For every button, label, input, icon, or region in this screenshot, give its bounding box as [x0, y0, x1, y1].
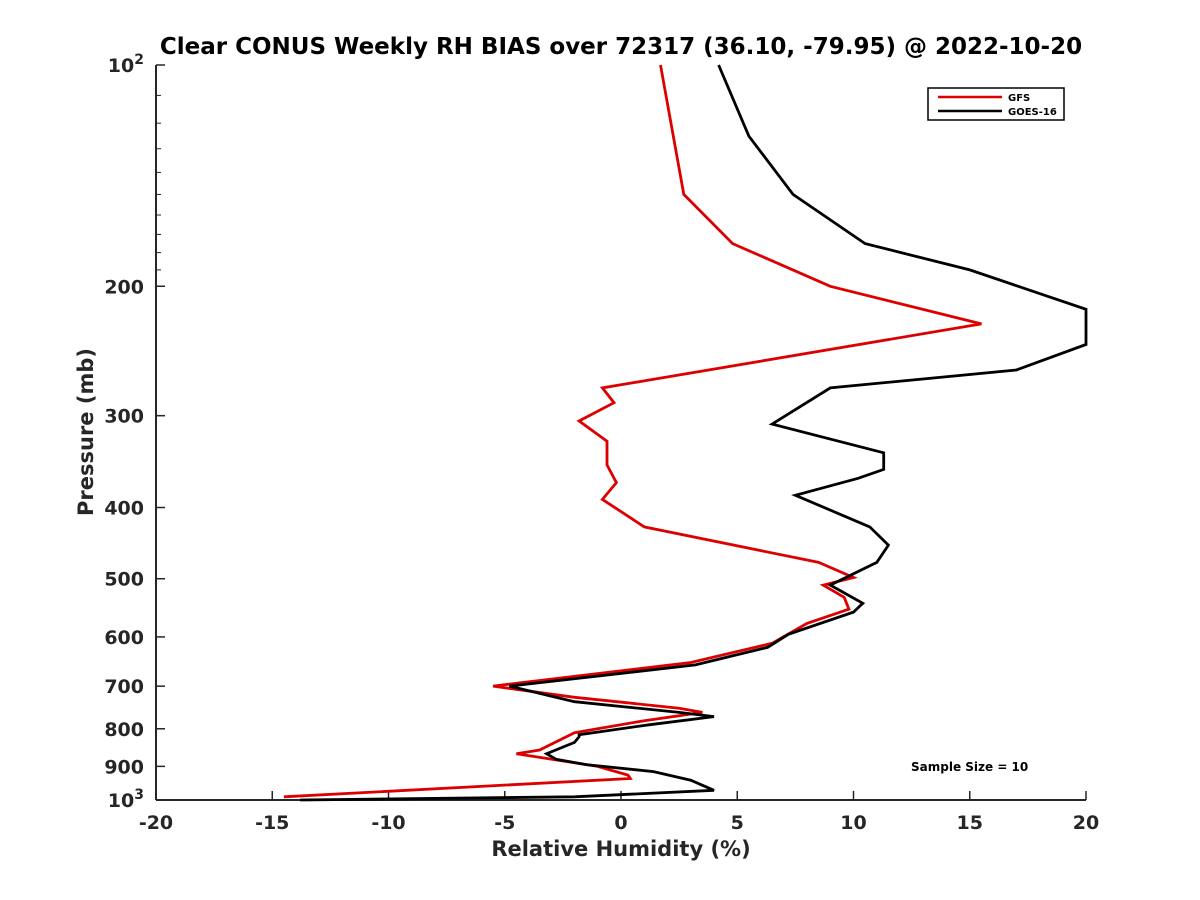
- y-axis-title: Pressure (mb): [74, 348, 98, 516]
- y-tick-label: 900: [104, 756, 144, 778]
- legend-label-gfs: GFS: [1008, 93, 1030, 104]
- y-tick-label-exponent: 3: [134, 787, 144, 803]
- y-tick-label-base: 10: [108, 790, 134, 812]
- x-tick-label: 20: [1073, 812, 1099, 834]
- y-tick-label: 500: [104, 569, 144, 591]
- y-tick-label: 200: [104, 276, 144, 298]
- y-tick-label: 400: [104, 498, 144, 520]
- y-tick-label: 300: [104, 406, 144, 428]
- y-tick-label: 700: [104, 676, 144, 698]
- x-axis-ticks: -20 -15 -10 -5 0 5 10 15 20: [139, 791, 1099, 834]
- y-tick-label-power: 102: [108, 52, 144, 77]
- x-tick-label: -20: [139, 812, 173, 834]
- x-tick-label: 15: [957, 812, 983, 834]
- x-tick-label: 10: [840, 812, 866, 834]
- x-axis-title: Relative Humidity (%): [491, 837, 750, 861]
- chart-title: Clear CONUS Weekly RH BIAS over 72317 (3…: [160, 34, 1082, 60]
- x-tick-label: -15: [255, 812, 289, 834]
- x-tick-label: -10: [371, 812, 405, 834]
- y-tick-label-exponent: 2: [134, 52, 144, 68]
- series-line-goes-16: [300, 64, 1088, 802]
- series-lines: [283, 64, 1088, 802]
- y-tick-label: 600: [104, 627, 144, 649]
- legend-box: [927, 87, 1065, 121]
- x-tick-label: 0: [614, 812, 627, 834]
- plot-area: -20 -15 -10 -5 0 5 10 15 20 10220030040050060070…: [104, 52, 1099, 834]
- legend-label-goes-16: GOES-16: [1008, 107, 1057, 118]
- x-tick-label: 5: [731, 812, 744, 834]
- y-tick-label-power: 103: [108, 787, 144, 812]
- y-tick-label-base: 10: [108, 55, 134, 77]
- legend: GFS GOES-16: [927, 87, 1065, 121]
- series-line-gfs: [283, 64, 982, 799]
- sample-size-annotation: Sample Size = 10: [911, 760, 1028, 774]
- x-tick-label: -5: [494, 812, 515, 834]
- y-tick-label: 800: [104, 719, 144, 741]
